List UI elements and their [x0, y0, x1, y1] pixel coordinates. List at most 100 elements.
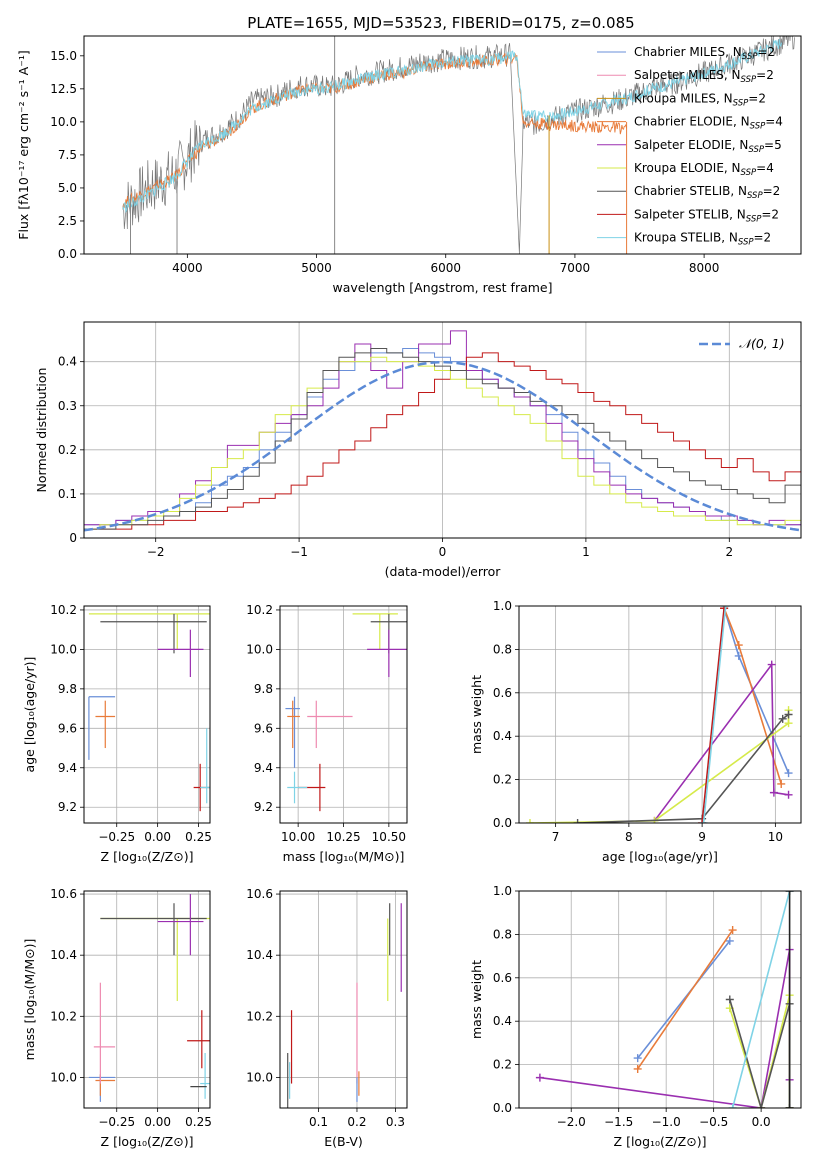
legend-entry: Chabrier STELIB, NSSP=2: [634, 184, 780, 201]
y-tick-label: 0: [69, 531, 77, 545]
mass-weight-line: [653, 662, 789, 822]
y-tick-label: 0.8: [493, 642, 512, 656]
mass-weight-marker: [757, 1104, 766, 1108]
axes-frame: [518, 890, 802, 1109]
y-axis-label: mass weight: [469, 960, 484, 1039]
y-tick-label: 9.8: [58, 682, 77, 696]
x-tick-label: 10.50: [372, 830, 406, 844]
y-tick-label: 10.0: [50, 642, 77, 656]
x-tick-label: 1: [582, 545, 590, 559]
histogram-step: [84, 356, 801, 530]
y-tick-label: 10.2: [246, 603, 273, 617]
axes-frame: [83, 35, 802, 255]
mass-weight-marker: [698, 819, 707, 823]
legend-entry: Chabrier ELODIE, NSSP=4: [634, 115, 783, 132]
y-tick-label: 9.4: [58, 761, 77, 775]
y-tick-label: 10.0: [50, 115, 77, 129]
legend-entry: Kroupa STELIB, NSSP=2: [634, 231, 771, 248]
x-tick-label: 8: [625, 830, 633, 844]
axes-frame: [279, 890, 408, 1109]
x-tick-label: 8000: [689, 261, 720, 275]
mass-weight-marker: [778, 714, 787, 723]
x-tick-label: 0.00: [144, 830, 171, 844]
age-vs-mass-panel: 10.00 10.25 10.50 9.2 9.4 9.6 9.8 10.0 10.2 mass …: [246, 603, 408, 864]
mass-weight-line: [701, 608, 725, 823]
y-tick-label: 1.0: [493, 884, 512, 898]
x-tick-label: −1.0: [652, 1115, 681, 1129]
y-tick-label: 9.4: [254, 761, 273, 775]
y-tick-label: 9.6: [58, 721, 77, 735]
axes-frame: [279, 605, 408, 824]
x-tick-label: 10.25: [326, 830, 360, 844]
mass-weight-line: [729, 995, 791, 1108]
y-tick-label: 0.0: [493, 1101, 512, 1115]
mass-weight-marker: [767, 660, 776, 669]
axes-frame: [83, 605, 211, 824]
y-tick-label: 0.2: [493, 773, 512, 787]
y-tick-label: 10.0: [246, 642, 273, 656]
mass-weight-marker: [784, 710, 793, 719]
x-axis-label: Z [log₁₀(Z/Z⊙)]: [614, 1134, 707, 1149]
mass-weight-line: [637, 940, 731, 1059]
mass-weight-marker: [785, 891, 794, 895]
plot-area: [122, 36, 795, 254]
x-axis-label: Z [log₁₀(Z/Z⊙)]: [101, 849, 194, 864]
x-axis-label: E(B-V): [324, 1134, 363, 1149]
mass-weight-marker: [784, 719, 793, 728]
y-axis-label: Normed distribution: [34, 368, 49, 493]
mass-weight-line: [702, 606, 727, 823]
mass-weight-marker: [785, 1104, 794, 1108]
x-tick-label: 2: [725, 545, 733, 559]
legend-entry: Kroupa ELODIE, NSSP=4: [634, 161, 774, 178]
age-vs-Z-panel: −0.25 0.00 0.25 9.2 9.4 9.6 9.8 10.0 10.2 Z [log₁…: [22, 603, 212, 864]
x-axis-label: Z [log₁₀(Z/Z⊙)]: [101, 1134, 194, 1149]
y-axis-label: Flux [fλ10⁻¹⁷ erg cm⁻² s⁻¹ A⁻¹]: [16, 50, 31, 239]
x-tick-label: 5000: [301, 261, 332, 275]
y-tick-label: 10.2: [246, 1009, 273, 1023]
y-tick-label: 0.4: [493, 729, 512, 743]
mass-weight-marker: [525, 819, 534, 823]
y-axis-label: mass [log₁₀(M/M⊙)]: [22, 939, 37, 1061]
x-tick-label: 0.00: [144, 1115, 171, 1129]
y-tick-label: 9.2: [254, 800, 273, 814]
mass-weight-marker: [769, 788, 778, 797]
y-tick-label: 10.0: [50, 1070, 77, 1084]
mass-weight-vs-Z-panel: −2.0 −1.5 −1.0 −0.5 0.0 0.0 0.2 0.4 0.6 0.8 1.0 Z […: [469, 884, 802, 1149]
mass-weight-marker: [699, 819, 708, 823]
mass-weight-marker: [784, 790, 793, 799]
x-tick-label: 0.1: [309, 1115, 328, 1129]
spectrum-series-line: [122, 39, 783, 214]
plot-area: [535, 891, 794, 1108]
mass-weight-vs-age-panel: 7 8 9 10 0.0 0.2 0.4 0.6 0.8 1.0 age [log₁₀(age/yr…: [469, 599, 802, 864]
mass-weight-marker: [777, 779, 786, 788]
y-tick-label: 9.6: [254, 721, 273, 735]
plot-area: [88, 613, 210, 812]
x-tick-label: 7000: [560, 261, 591, 275]
y-tick-label: 2.5: [58, 214, 77, 228]
legend: Chabrier MILES, NSSP=2 Salpeter MILES, NS…: [597, 45, 783, 248]
y-tick-label: 10.2: [50, 603, 77, 617]
plot-area: [84, 330, 801, 532]
y-tick-label: 0.0: [493, 816, 512, 830]
plot-area: [88, 894, 210, 1102]
mass-weight-marker: [728, 1104, 737, 1108]
x-tick-label: 0.25: [185, 830, 212, 844]
y-axis-label: mass weight: [469, 675, 484, 754]
mass-weight-marker: [535, 1073, 544, 1082]
mass-weight-line: [529, 710, 790, 823]
x-tick-label: 7: [552, 830, 560, 844]
legend-entry: Salpeter STELIB, NSSP=2: [634, 207, 779, 224]
x-tick-label: −1: [290, 545, 308, 559]
x-tick-label: −0.25: [98, 830, 135, 844]
y-tick-label: 12.5: [50, 82, 77, 96]
residuals-panel: −2 −1 0 1 2 0 0.1 0.2 0.3 0.4 (data-model)/error No…: [34, 321, 802, 579]
x-axis-label: mass [log₁₀(M/M⊙)]: [283, 849, 405, 864]
y-tick-label: 10.4: [246, 948, 273, 962]
x-axis-label: age [log₁₀(age/yr)]: [602, 849, 718, 864]
y-tick-label: 1.0: [493, 599, 512, 613]
mass-weight-line: [731, 891, 791, 1108]
mass-weight-marker: [725, 936, 734, 945]
x-tick-label: −0.25: [98, 1115, 135, 1129]
y-axis-label: age [log₁₀(age/yr)]: [22, 657, 37, 773]
y-tick-label: 0.2: [58, 443, 77, 457]
